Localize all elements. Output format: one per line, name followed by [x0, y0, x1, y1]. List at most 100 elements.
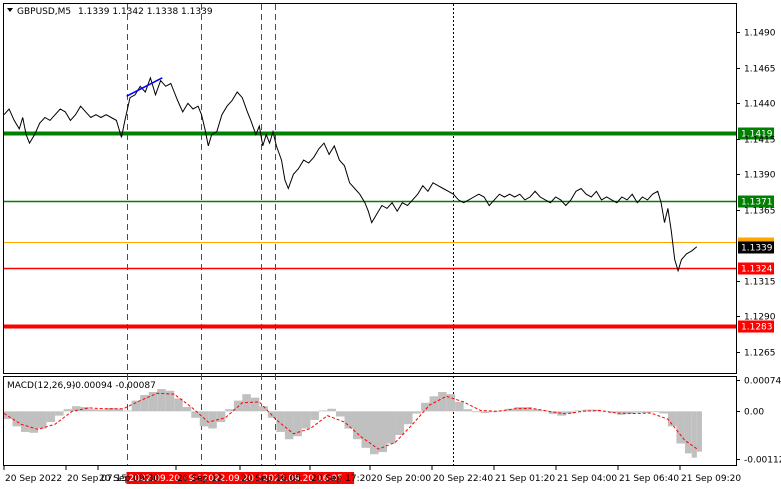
current-price-tag: 1.1339: [738, 241, 774, 254]
y-tick-label: 1.1390: [744, 171, 776, 181]
macd-histogram-bar: [250, 397, 260, 412]
macd-axis: 0.00074 0.00 -0.00112: [736, 377, 781, 466]
macd-histogram-bar: [446, 394, 456, 412]
price-level-tag: 1.1371: [738, 195, 774, 208]
macd-histogram-bar: [548, 411, 558, 414]
macd-histogram-bar: [378, 411, 388, 453]
macd-histogram-bar: [676, 411, 685, 444]
macd-histogram-bar: [684, 411, 692, 454]
macd-histogram-bar: [131, 400, 141, 412]
macd-histogram-bar: [191, 411, 200, 418]
macd-histogram-bar: [216, 411, 226, 423]
macd-histogram-bar: [55, 411, 64, 416]
macd-histogram-bar: [106, 407, 115, 412]
price-level-tag: 1.1324: [738, 262, 774, 275]
price-header: GBPUSD,M5 1.1339 1.1342 1.1338 1.1339: [7, 7, 213, 17]
macd-histogram-bar: [455, 401, 464, 412]
x-tick-label: 20 Sep 20:00: [371, 474, 431, 484]
trend-line: [126, 77, 163, 97]
y-tick-label: 1.1415: [744, 136, 776, 146]
macd-histogram-bar: [335, 411, 345, 417]
macd-histogram-bar: [489, 411, 498, 413]
macd-histogram-bar: [208, 411, 217, 429]
macd-y-tick-label: -0.00112: [744, 456, 781, 466]
macd-histogram-bar: [38, 411, 47, 429]
y-tick-label: 1.1265: [744, 349, 776, 359]
macd-histogram-bar: [310, 411, 319, 420]
dropdown-triangle-icon[interactable]: [7, 8, 13, 12]
macd-histogram-bar: [582, 409, 592, 412]
macd-histogram-bar: [472, 411, 481, 413]
macd-values: -0.00094 -0.00087: [72, 381, 156, 391]
macd-histogram-bar: [293, 411, 302, 437]
macd-histogram-bar: [259, 406, 268, 412]
svg-text:2022.09.20 09:30: 2022.09.20 09:30: [129, 474, 210, 484]
x-tick-label: 20 Sep 2022: [5, 474, 62, 484]
macd-histogram-bar: [21, 411, 30, 432]
macd-histogram-bar: [327, 408, 336, 412]
macd-histogram-bar: [12, 411, 22, 427]
price-line: [3, 76, 698, 273]
time-marker-label: 2022.09.20 12: [200, 472, 278, 484]
macd-histogram-bar: [46, 411, 56, 423]
macd-histogram-bar: [318, 410, 328, 412]
price-panel-frame: [3, 3, 737, 374]
macd-histogram-bar: [429, 396, 439, 412]
macd-histogram-bar: [691, 411, 697, 458]
svg-text:1.1283: 1.1283: [741, 323, 773, 333]
macd-histogram-bar: [4, 411, 13, 420]
y-tick-label: 1.1465: [744, 65, 776, 75]
macd-histogram-bar: [659, 411, 668, 414]
x-tick-label: 20 Sep 17:20: [311, 474, 371, 484]
y-tick-label: 1.1490: [744, 29, 776, 39]
macd-series: [3, 389, 702, 458]
macd-histogram-bar: [63, 409, 73, 412]
symbol-label: GBPUSD,M5: [17, 7, 71, 17]
y-tick-label: 1.1440: [744, 100, 776, 110]
macd-histogram-bar: [174, 398, 183, 412]
macd-histogram-bar: [301, 411, 311, 429]
macd-histogram-bar: [514, 407, 524, 412]
x-tick-label: 21 Sep 04:00: [557, 474, 617, 484]
x-tick-label: 21 Sep 01:20: [495, 474, 555, 484]
macd-histogram-bar: [284, 411, 294, 440]
macd-y-tick-label: 0.00: [744, 408, 764, 418]
macd-histogram-bar: [633, 411, 643, 413]
macd-histogram-bar: [89, 409, 98, 412]
time-marker-label: 2022.09.20 16:05: [260, 472, 355, 484]
macd-histogram-bar: [140, 395, 149, 412]
macd-histogram-bar: [565, 411, 575, 414]
x-tick-label: 21 Sep 09:20: [681, 474, 741, 484]
price-level-tag: 1.1283: [738, 320, 774, 333]
time-marker-label: 2022.09.20 09:30: [126, 472, 221, 484]
macd-histogram-bar: [123, 410, 132, 412]
ohlc-values: 1.1339 1.1342 1.1338 1.1339: [78, 7, 213, 17]
macd-histogram-bar: [361, 411, 370, 448]
macd-histogram-bar: [404, 411, 413, 425]
macd-signal-line: [3, 392, 698, 450]
macd-histogram-bar: [667, 411, 677, 427]
x-tick-label: 21 Sep 06:40: [619, 474, 679, 484]
macd-histogram-bar: [276, 411, 285, 432]
macd-histogram-bar: [625, 411, 634, 414]
macd-histogram-bar: [182, 407, 192, 412]
y-tick-label: 1.1315: [744, 278, 776, 288]
macd-histogram-bar: [557, 411, 566, 416]
macd-histogram-bar: [148, 392, 158, 412]
macd-histogram-bar: [72, 406, 81, 412]
macd-histogram-bar: [642, 411, 651, 414]
svg-text:1.1324: 1.1324: [741, 265, 773, 275]
macd-histogram-bar: [165, 390, 175, 412]
macd-label: MACD(12,26,9): [7, 381, 75, 391]
x-tick-label: 20 Sep 16:05: [241, 474, 301, 484]
macd-histogram-bar: [438, 392, 447, 412]
svg-text:1.1419: 1.1419: [741, 130, 773, 140]
macd-histogram-bar: [608, 411, 617, 414]
svg-text:1.1371: 1.1371: [741, 198, 773, 208]
svg-text:1.1339: 1.1339: [741, 244, 773, 254]
y-tick-label: 1.1290: [744, 313, 776, 323]
macd-histogram-bar: [523, 407, 532, 412]
price-axis: 1.14901.14651.14401.14151.13901.13651.13…: [736, 29, 776, 359]
